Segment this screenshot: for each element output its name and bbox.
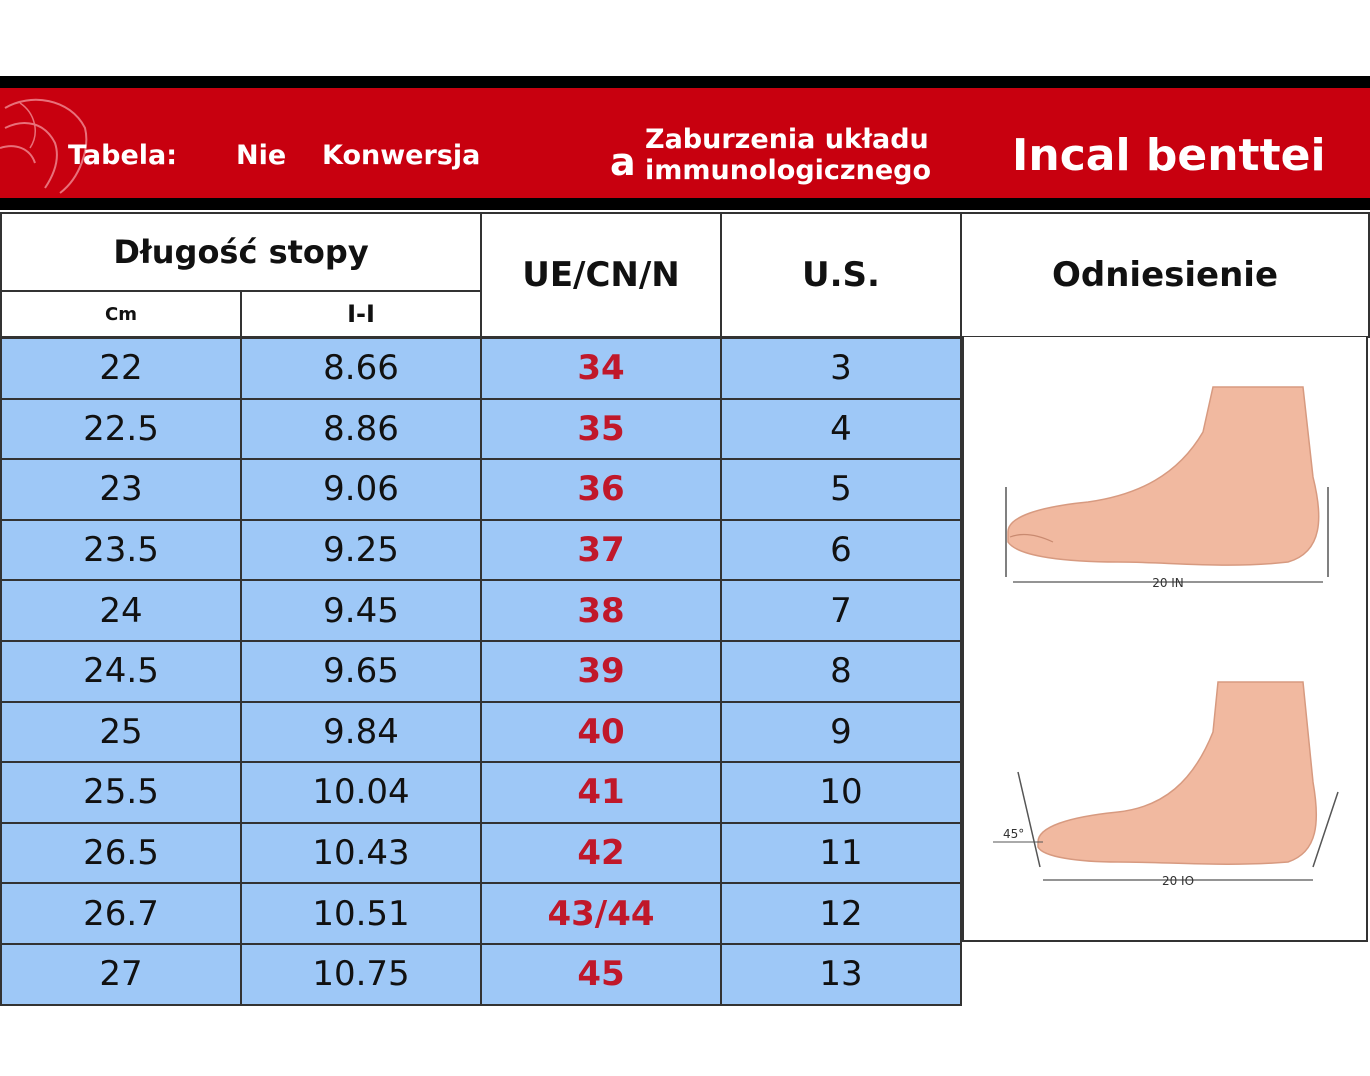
table-cell-us: 11 (720, 821, 962, 885)
foot2-measure-label: 20 IO (1162, 874, 1194, 888)
table-cell-inch: 9.65 (240, 640, 482, 703)
brand-name: Incal benttei (1012, 130, 1326, 181)
table-cell-us: 7 (720, 579, 962, 642)
foot-angled-image: 45° 20 IO (970, 654, 1364, 909)
table-cell-us: 6 (720, 518, 962, 582)
banner-red-band: Tabela: Nie Konwersja a Zaburzenia układ… (0, 88, 1370, 198)
table-cell-inch: 9.06 (240, 458, 482, 521)
table-cell-eu: 36 (480, 458, 722, 521)
foot1-measure-label: 20 IN (1152, 576, 1184, 590)
reference-images: 20 IN 45° 20 IO (962, 337, 1368, 942)
header-inch: I-I (240, 290, 482, 338)
title-banner: Tabela: Nie Konwersja a Zaburzenia układ… (0, 76, 1370, 210)
header-eu: UE/CN/N (480, 212, 722, 338)
table-cell-eu: 42 (480, 821, 722, 885)
table-cell-us: 13 (720, 943, 962, 1006)
table-cell-us: 8 (720, 640, 962, 703)
table-cell-inch: 10.51 (240, 882, 482, 945)
table-cell-inch: 10.04 (240, 761, 482, 824)
table-cell-us: 12 (720, 882, 962, 945)
table-cell-eu: 34 (480, 337, 722, 400)
table-cell-inch: 8.86 (240, 397, 482, 461)
table-cell-us: 5 (720, 458, 962, 521)
table-cell-inch: 9.25 (240, 518, 482, 582)
table-cell-us: 10 (720, 761, 962, 824)
table-cell-inch: 9.84 (240, 700, 482, 764)
banner-title-part3: Konwersja (322, 140, 481, 171)
table-cell-cm: 22 (0, 337, 242, 400)
header-cm: Cm (0, 290, 242, 338)
table-cell-inch: 10.43 (240, 821, 482, 885)
table-cell-eu: 41 (480, 761, 722, 824)
banner-title-part5: Zaburzenia układu immunologicznego (645, 124, 931, 186)
table-cell-us: 3 (720, 337, 962, 400)
table-cell-eu: 37 (480, 518, 722, 582)
table-cell-cm: 24 (0, 579, 242, 642)
table-cell-us: 4 (720, 397, 962, 461)
table-cell-eu: 38 (480, 579, 722, 642)
table-cell-cm: 23.5 (0, 518, 242, 582)
shoe-sketch-icon (0, 98, 88, 194)
table-cell-inch: 8.66 (240, 337, 482, 400)
table-cell-eu: 45 (480, 943, 722, 1006)
header-us: U.S. (720, 212, 962, 338)
banner-title-part2: Nie (236, 140, 287, 171)
table-cell-cm: 27 (0, 943, 242, 1006)
banner-title-line1: Zaburzenia układu (645, 124, 929, 155)
table-cell-cm: 24.5 (0, 640, 242, 703)
table-cell-cm: 26.7 (0, 882, 242, 945)
table-cell-eu: 40 (480, 700, 722, 764)
header-foot-length: Długość stopy (0, 212, 482, 292)
table-cell-cm: 26.5 (0, 821, 242, 885)
table-cell-eu: 35 (480, 397, 722, 461)
banner-title-line2: immunologicznego (645, 155, 932, 186)
table-cell-cm: 23 (0, 458, 242, 521)
table-cell-inch: 9.45 (240, 579, 482, 642)
table-cell-cm: 25 (0, 700, 242, 764)
angle-label: 45° (1003, 827, 1024, 841)
banner-title-part1: Tabela: (68, 140, 178, 171)
foot-flat-image: 20 IN (970, 359, 1364, 609)
table-cell-inch: 10.75 (240, 943, 482, 1006)
table-cell-eu: 43/44 (480, 882, 722, 945)
banner-title-part4: a (610, 140, 636, 184)
table-cell-eu: 39 (480, 640, 722, 703)
table-cell-cm: 22.5 (0, 397, 242, 461)
table-cell-cm: 25.5 (0, 761, 242, 824)
table-cell-us: 9 (720, 700, 962, 764)
header-reference: Odniesienie (960, 212, 1370, 338)
